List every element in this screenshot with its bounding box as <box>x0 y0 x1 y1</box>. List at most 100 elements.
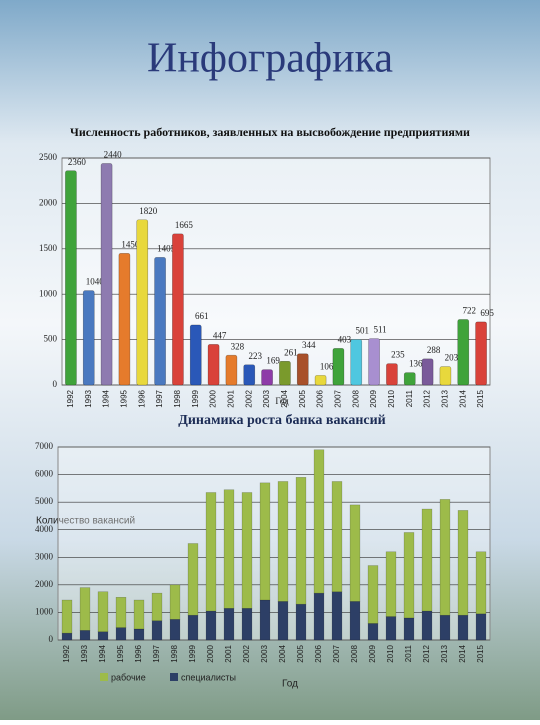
x-tick-label: 2015 <box>476 389 485 407</box>
bar <box>136 219 149 386</box>
bar-segment <box>403 532 415 619</box>
y-tick-label: 2000 <box>39 197 58 207</box>
value-label: 106 <box>320 361 334 371</box>
x-tick-label: 2007 <box>332 644 341 662</box>
x-tick-label: 2000 <box>206 644 215 662</box>
bar <box>207 344 220 386</box>
bar-segment <box>115 627 127 641</box>
bar-segment <box>187 543 199 616</box>
bar <box>296 353 309 386</box>
value-label: 169 <box>266 356 280 366</box>
x-tick-label: 1993 <box>80 644 89 662</box>
x-tick-label: 1993 <box>84 389 93 407</box>
bar-segment <box>241 608 253 641</box>
x-tick-label: 2006 <box>314 644 323 662</box>
value-label: 1405 <box>157 243 176 253</box>
x-tick-label: 1996 <box>134 644 143 662</box>
y-tick-label: 1500 <box>39 243 58 253</box>
bar-segment <box>133 628 145 641</box>
x-tick-label: 2008 <box>350 644 359 662</box>
value-label: 2440 <box>104 150 123 160</box>
x-tick-label: 2013 <box>441 389 450 407</box>
x-tick-label: 1994 <box>102 389 111 407</box>
legend-swatch <box>100 673 108 681</box>
value-label: 136 <box>409 359 423 369</box>
x-tick-label: 2005 <box>298 389 307 407</box>
y-tick-label: 4000 <box>35 524 54 534</box>
x-tick-label: 1995 <box>120 389 129 407</box>
value-label: 1665 <box>175 220 194 230</box>
x-tick-label: 1992 <box>62 644 71 662</box>
bar <box>350 339 363 386</box>
y-tick-label: 0 <box>53 379 58 389</box>
x-tick-label: 1999 <box>188 644 197 662</box>
bar-segment <box>79 630 91 641</box>
bar-segment <box>457 510 469 616</box>
chart-title: Численность работников, заявленных на вы… <box>70 125 470 139</box>
x-tick-label: 2009 <box>368 644 377 662</box>
value-label: 223 <box>249 351 263 361</box>
bar-segment <box>295 477 307 605</box>
bar-segment <box>403 617 415 641</box>
bar-segment <box>79 587 91 631</box>
bar <box>261 369 273 386</box>
bar <box>65 170 77 386</box>
value-label: 328 <box>231 341 245 351</box>
bar-segment <box>295 603 307 641</box>
bar-segment <box>367 623 379 641</box>
x-tick-label: 1996 <box>137 389 146 407</box>
bar-segment <box>97 631 109 641</box>
x-tick-label: 2002 <box>244 389 253 407</box>
bar-segment <box>61 599 73 634</box>
bar-segment <box>61 632 73 641</box>
x-tick-label: 2012 <box>422 644 431 662</box>
bar <box>189 324 202 386</box>
value-label: 261 <box>284 347 298 357</box>
plot-area <box>61 157 491 386</box>
bar-segment <box>385 551 397 617</box>
y-tick-label: 1000 <box>35 606 54 616</box>
x-tick-label: 2006 <box>316 389 325 407</box>
y-axis-title: Количество вакансий <box>36 516 135 527</box>
bar <box>82 290 95 386</box>
value-label: 511 <box>373 325 386 335</box>
x-tick-label: 2010 <box>386 644 395 662</box>
value-label: 1820 <box>139 206 158 216</box>
chart-title: Динамика роста банка вакансий <box>178 413 386 428</box>
bar <box>439 366 452 386</box>
bar-segment <box>187 614 199 641</box>
bar-segment <box>331 591 343 641</box>
bar-segment <box>259 599 271 641</box>
x-tick-label: 2001 <box>227 389 236 407</box>
y-tick-label: 0 <box>49 634 54 644</box>
y-tick-label: 1000 <box>39 288 58 298</box>
bar-segment <box>223 489 235 609</box>
bar-segment <box>349 601 361 641</box>
bar <box>403 372 416 386</box>
bar <box>243 364 256 386</box>
value-label: 344 <box>302 340 316 350</box>
bar-segment <box>241 492 253 609</box>
x-tick-label: 2010 <box>387 389 396 407</box>
bar <box>332 348 345 386</box>
x-tick-label: 2003 <box>262 389 271 407</box>
bar-segment <box>115 597 127 628</box>
x-axis-title: Год <box>282 679 298 690</box>
bar-segment <box>151 620 163 641</box>
bar-segment <box>205 492 217 612</box>
bar-segment <box>313 592 325 641</box>
x-tick-label: 2011 <box>405 389 414 407</box>
bar-segment <box>421 508 433 612</box>
value-label: 288 <box>427 345 441 355</box>
x-tick-label: 2014 <box>458 389 467 407</box>
bar <box>314 375 327 386</box>
bar <box>368 338 380 386</box>
x-tick-label: 2001 <box>224 644 233 662</box>
y-tick-label: 500 <box>44 334 58 344</box>
y-tick-label: 3000 <box>35 551 54 561</box>
x-tick-label: 2000 <box>209 389 218 407</box>
x-tick-label: 2012 <box>423 389 432 407</box>
bar <box>172 233 184 386</box>
bar-segment <box>259 482 271 601</box>
bar <box>100 163 113 386</box>
